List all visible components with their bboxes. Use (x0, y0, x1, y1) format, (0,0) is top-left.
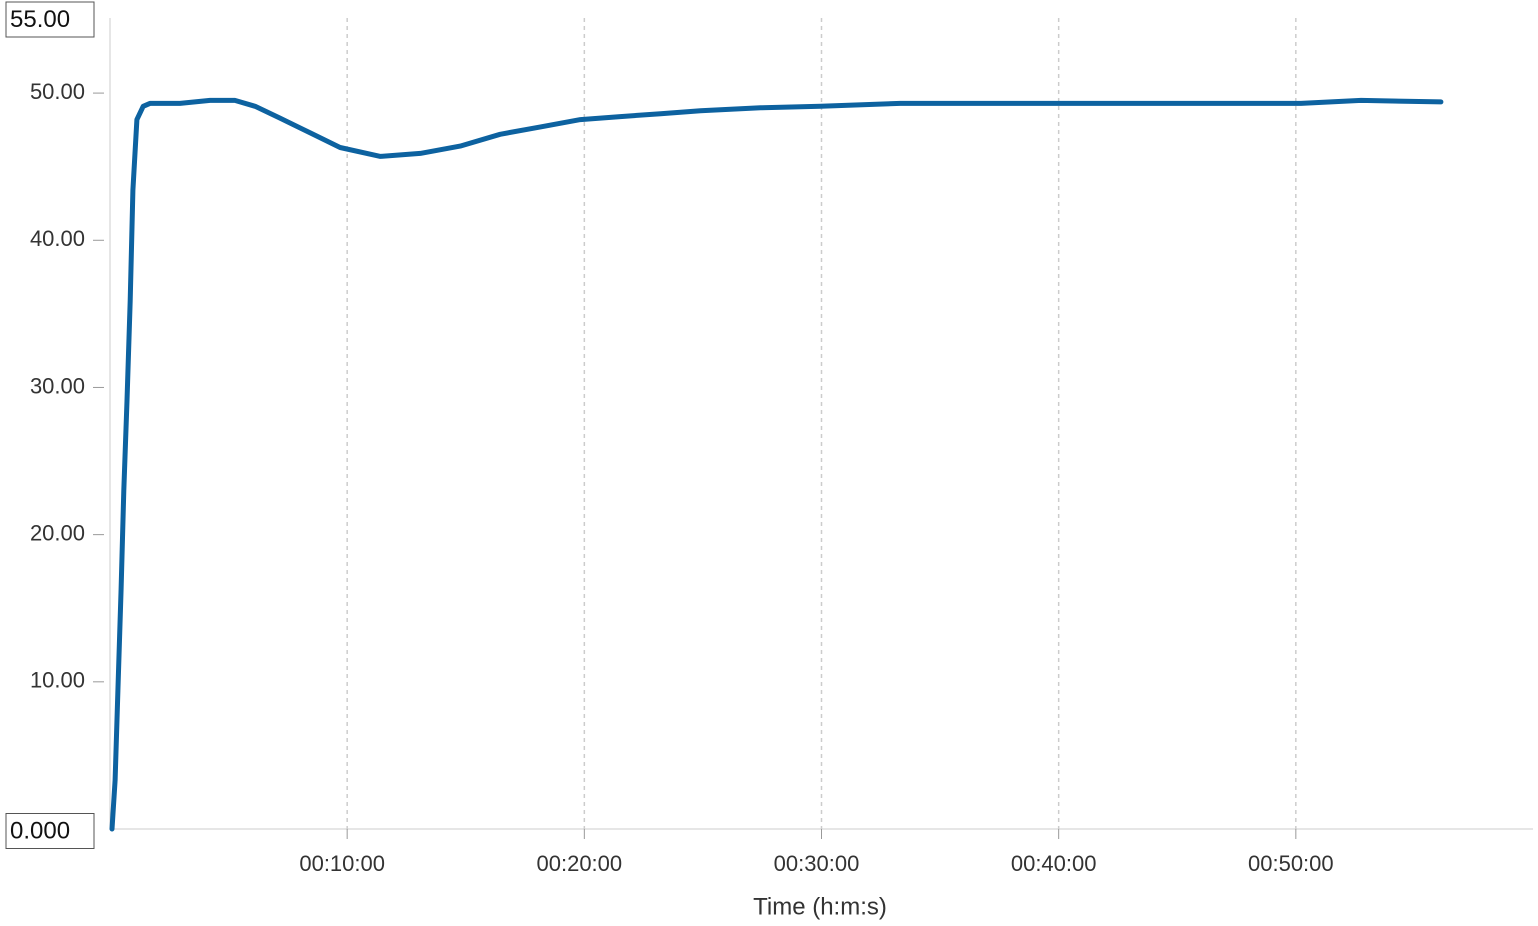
y-limit-label: 55.00 (10, 6, 70, 33)
y-tick-label: 10.00 (30, 668, 85, 693)
y-tick-label: 20.00 (30, 520, 85, 545)
x-tick-label: 00:40:00 (1011, 851, 1097, 876)
x-tick-label: 00:30:00 (774, 851, 860, 876)
x-tick-label: 00:10:00 (299, 851, 385, 876)
y-limit-box (5, 1, 95, 38)
x-tick-label: 00:50:00 (1248, 851, 1334, 876)
y-limit-label: 0.000 (10, 817, 70, 844)
y-tick-label: 50.00 (30, 79, 85, 104)
x-tick-label: 00:20:00 (537, 851, 623, 876)
data-line (109, 97, 1444, 832)
y-tick-label: 40.00 (30, 226, 85, 251)
y-limit-box (5, 813, 95, 849)
y-tick-label: 30.00 (30, 373, 85, 398)
x-axis-label: Time (h:m:s) (753, 893, 887, 920)
